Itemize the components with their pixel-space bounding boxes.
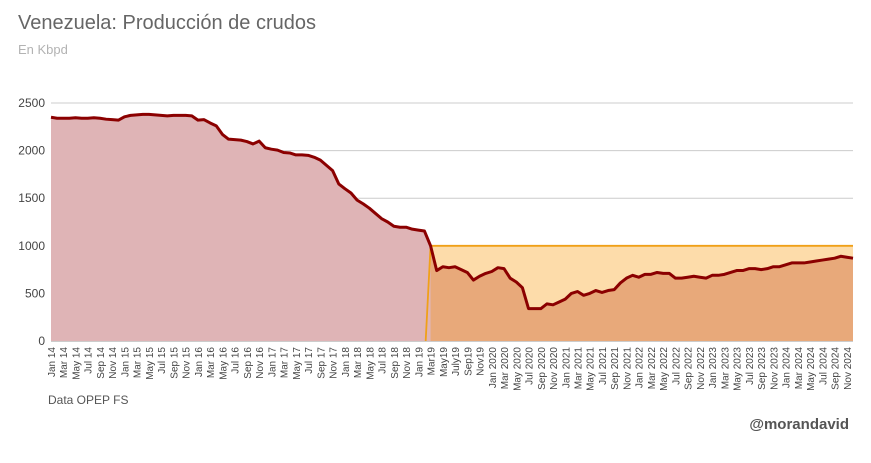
x-tick-label: Jan 2021: [561, 347, 572, 389]
x-tick-label: Mar19: [427, 347, 438, 376]
x-tick-label: Mar 2021: [574, 347, 585, 390]
x-tick-label: Mar 14: [59, 347, 70, 379]
x-tick-label: Jul 14: [84, 347, 95, 374]
x-tick-label: May 2020: [512, 347, 523, 391]
x-tick-label: Nov 17: [329, 347, 340, 379]
x-tick-label: Mar 17: [280, 347, 291, 379]
x-tick-label: Jan 2020: [488, 347, 499, 389]
y-tick-label: 1500: [18, 191, 45, 205]
x-tick-label: Nov 2024: [843, 347, 854, 390]
x-tick-label: Jul 18: [378, 347, 389, 374]
x-tick-label: Sep 2020: [537, 347, 548, 390]
x-tick-label: Jan 18: [341, 347, 352, 377]
x-tick-label: Jul 16: [231, 347, 242, 374]
x-tick-label: Nov 2020: [549, 347, 560, 390]
x-tick-label: Nov 18: [402, 347, 413, 379]
series-lines: [50, 112, 854, 342]
x-tick-label: Mar 2020: [500, 347, 511, 390]
x-tick-label: Jan 2024: [782, 347, 793, 389]
x-tick-label: Sep 18: [390, 347, 401, 379]
y-tick-label: 0: [38, 334, 45, 348]
x-tick-label: Jul 15: [157, 347, 168, 374]
x-tick-label: Nov 15: [182, 347, 193, 379]
x-tick-label: Jan 2023: [708, 347, 719, 389]
y-tick-label: 2000: [18, 144, 45, 158]
x-tick-label: Jan 15: [120, 347, 131, 377]
x-tick-label: May 15: [145, 347, 156, 380]
x-tick-label: Jan 16: [194, 347, 205, 377]
x-tick-label: Mar 2023: [720, 347, 731, 390]
x-tick-label: May 14: [71, 347, 82, 380]
author-credit: @morandavid: [749, 416, 849, 433]
x-tick-label: Nov 2023: [769, 347, 780, 390]
x-tick-label: May 2022: [659, 347, 670, 391]
x-tick-label: Sep 15: [169, 347, 180, 379]
data-source-note: Data OPEP FS: [48, 393, 129, 407]
x-tick-label: July19: [451, 347, 462, 376]
x-tick-label: Jul 2022: [671, 347, 682, 385]
x-axis: Jan 14 Mar 14 May 14 Jul 14 Sep 14 Nov 14 Jan …: [47, 347, 854, 391]
chart-title: Venezuela: Producción de crudos: [18, 12, 316, 34]
x-tick-label: Nov 2021: [622, 347, 633, 390]
x-tick-label: Mar 16: [206, 347, 217, 379]
x-tick-label: May 2024: [806, 347, 817, 391]
y-axis: 0 500 1000 1500 2000 2500: [18, 96, 45, 348]
x-tick-label: Jan 17: [267, 347, 278, 377]
x-tick-label: Sep 17: [316, 347, 327, 379]
x-tick-label: Sep 2023: [757, 347, 768, 390]
x-tick-label: May19: [439, 347, 450, 377]
x-tick-label: Nov 16: [255, 347, 266, 379]
x-tick-label: Mar 15: [133, 347, 144, 379]
x-tick-label: Jan 14: [47, 347, 58, 377]
x-tick-label: Jul 2020: [525, 347, 536, 385]
sanction-line: [424, 244, 853, 342]
x-tick-label: May 16: [218, 347, 229, 380]
y-tick-label: 1000: [18, 239, 45, 253]
x-tick-label: May 18: [365, 347, 376, 380]
x-tick-label: Mar 2022: [647, 347, 658, 390]
x-tick-label: Mar 18: [353, 347, 364, 379]
production-line: [50, 112, 854, 311]
x-tick-label: Sep19: [463, 347, 474, 376]
x-tick-label: Mar 2024: [794, 347, 805, 390]
x-tick-label: Sep 16: [243, 347, 254, 379]
x-tick-label: Nov 14: [108, 347, 119, 379]
x-tick-label: Jul 2023: [745, 347, 756, 385]
x-tick-label: Sep 2021: [610, 347, 621, 390]
x-tick-label: Sep 2024: [831, 347, 842, 390]
x-tick-label: Nov19: [476, 347, 487, 376]
y-tick-label: 2500: [18, 96, 45, 110]
x-tick-label: Jul 17: [304, 347, 315, 374]
y-tick-label: 500: [25, 286, 45, 300]
x-tick-label: Jan 2022: [635, 347, 646, 389]
x-tick-label: May 2021: [586, 347, 597, 391]
x-tick-label: May 2023: [733, 347, 744, 391]
x-tick-label: Sep 2022: [684, 347, 695, 390]
x-tick-label: Nov 2022: [696, 347, 707, 390]
x-tick-label: Jan 19: [414, 347, 425, 377]
x-tick-label: Jul 2024: [818, 347, 829, 385]
x-tick-label: May 17: [292, 347, 303, 380]
x-tick-label: Jul 2021: [598, 347, 609, 385]
x-tick-label: Sep 14: [96, 347, 107, 379]
series-areas: [51, 114, 853, 341]
chart-subtitle: En Kbpd: [18, 42, 68, 57]
